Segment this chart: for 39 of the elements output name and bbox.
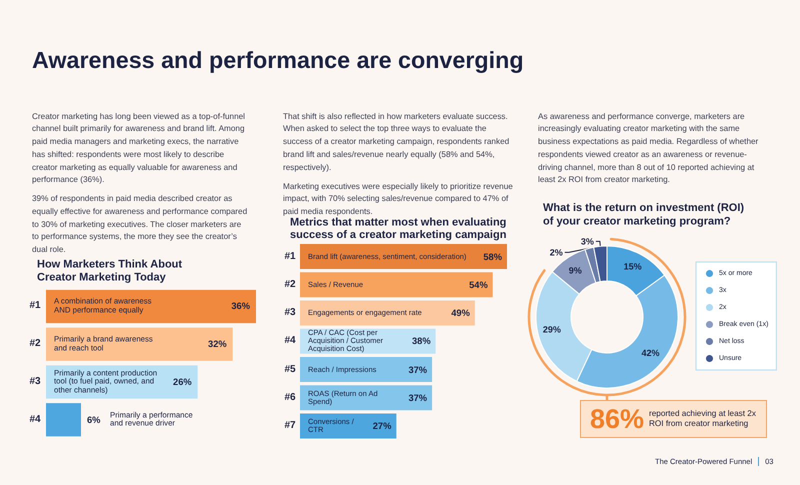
text: 86% [590,404,644,434]
text: #5 [284,364,296,376]
text: That shift is also reflected in how marketers evaluate success. When asked to select the top three ways to evaluate the success of a creator marketing campaign, respondents ranked brand lift and sales/revenue nearly equally (58% and 54%, respectively). [283,110,510,174]
text: #6 [284,392,296,404]
chart-title: What is the return on investment (ROI) of your creator marketing program? [543,202,748,228]
data-label: 37% [408,392,428,404]
data-label: 6% [87,414,100,426]
data-label: 2% [550,247,563,258]
text: #3 [284,307,296,320]
text: Marketing executives were especially likely to prioritize revenue impact, with 70% selecting sales/revenue compared to 47% of paid media respondents. [283,182,513,216]
text: reported achieving at least 2x ROI from creator marketing [649,409,757,429]
data-label: 42% [642,348,660,358]
text: #2 [29,338,41,350]
text: As awareness and performance converge, marketers are increasingly evaluating creator marketing with the same business expectations as paid media. Regardless of whether respondents viewed creator as an awareness or revenue-driving channel, more than 8 out of 10 reported achieving at least 2x ROI from creator marketing. [538,110,760,186]
data-label: 9% [568,265,582,276]
data-label: 38% [412,335,431,348]
data-label: 29% [542,324,561,334]
text: #1 [29,300,41,312]
text: #2 [284,278,296,291]
chart-title: Metrics that matter most when evaluating success of a creator marketing campaign [290,216,510,241]
text: Awareness and performance are converging [32,46,524,74]
data-label: 32% [208,338,227,350]
data-label: 36% [231,300,250,312]
data-label: 15% [624,262,642,272]
text: #1 [284,250,296,263]
data-label: 27% [372,420,392,432]
chart-title: How Marketers Think About Creator Marketing Today [37,258,186,284]
text: 39% of respondents in paid media described creator as equally effective for awareness and performance compared to 30% of marketing executives. The closer marketers are to performance systems, the more they see the creator’s dual role. [32,193,248,256]
text: #3 [29,376,41,388]
text: #4 [29,414,41,426]
data-label: 54% [469,278,488,291]
data-label: 3% [580,236,594,246]
data-label: 49% [451,307,470,320]
data-label: 58% [483,250,502,263]
data-label: 26% [173,376,192,388]
text: #7 [284,420,296,432]
text: #4 [284,335,296,348]
data-label: 37% [408,364,428,376]
text: Creator marketing has long been viewed as a top-of-funnel channel built primarily for awareness and brand lift. Among paid media managers and marketing execs, the narrative has shifted: respondents were most likely to describe creator marketing as equally valuable for awareness and performance (36%). [32,110,246,186]
